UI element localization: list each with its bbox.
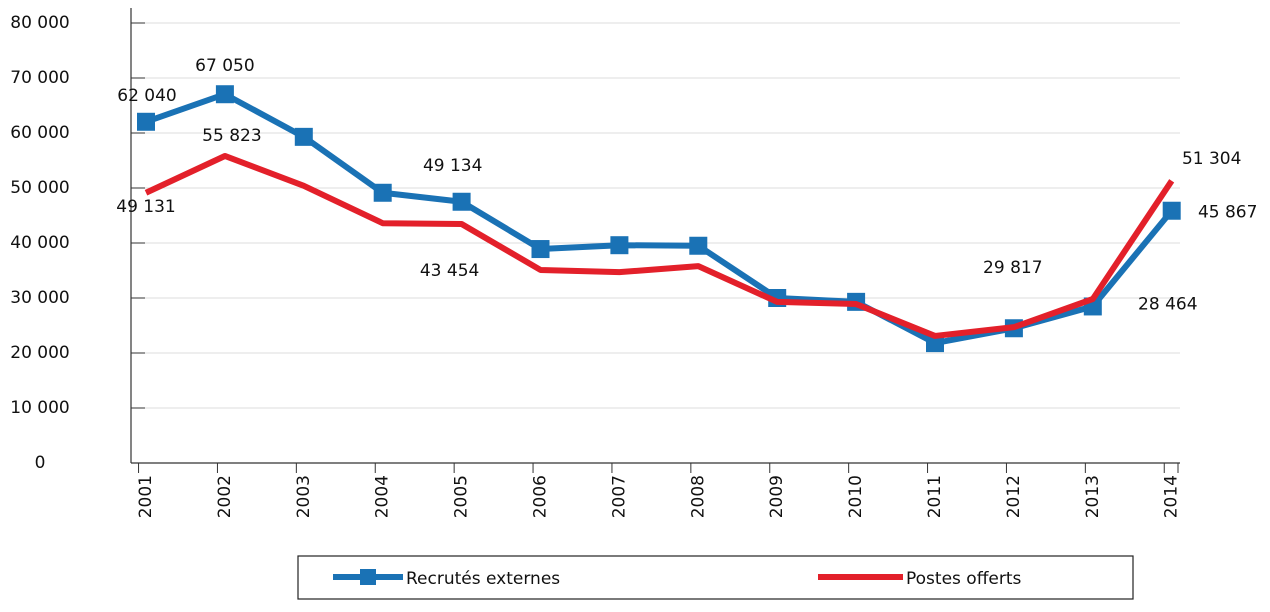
x-tick-label: 2001 [136, 475, 156, 518]
y-tick-label: 80 000 [10, 13, 69, 33]
line-1 [144, 152, 1175, 339]
y-tick-label: 10 000 [10, 398, 69, 418]
x-tick-label: 2014 [1162, 475, 1182, 518]
data-label: 29 817 [983, 258, 1042, 278]
data-label: 62 040 [117, 86, 176, 106]
data-label: 67 050 [195, 56, 254, 76]
marker [373, 183, 392, 202]
y-tick-label: 60 000 [10, 123, 69, 143]
x-tick-label: 2013 [1083, 475, 1103, 518]
x-tick-label: 2011 [925, 475, 945, 518]
data-label: 55 823 [202, 126, 261, 146]
data-label: 51 304 [1182, 149, 1241, 169]
y-tick-label: 40 000 [10, 233, 69, 253]
marker [610, 236, 629, 255]
data-label: 49 134 [423, 156, 482, 176]
x-tick-label: 2003 [294, 475, 314, 518]
legend-box [297, 555, 1134, 600]
data-label: 49 131 [116, 197, 175, 217]
x-tick-label: 2007 [609, 475, 629, 518]
marker [689, 236, 708, 255]
marker [215, 85, 234, 104]
x-tick-label: 2005 [452, 475, 472, 518]
marker [1162, 201, 1181, 220]
x-tick-label: 2012 [1004, 475, 1024, 518]
legend-label: Recrutés externes [406, 569, 560, 589]
x-tick-label: 2002 [215, 475, 235, 518]
marker [531, 240, 550, 259]
marker [294, 127, 313, 146]
marker [137, 112, 155, 131]
marker [926, 334, 944, 353]
legend-label: Postes offerts [906, 569, 1022, 589]
y-tick-label: 50 000 [10, 178, 69, 198]
x-tick-label: 2004 [373, 475, 393, 518]
data-label: 45 867 [1198, 203, 1257, 223]
x-tick-label: 2006 [531, 475, 551, 518]
marker [452, 192, 471, 211]
x-tick-label: 2008 [688, 475, 708, 518]
y-tick-label: 70 000 [10, 68, 69, 88]
x-tick-label: 2010 [846, 475, 866, 518]
y-tick-label: 30 000 [10, 288, 69, 308]
y-tick-label: 20 000 [10, 343, 69, 363]
x-tick-label: 2009 [767, 475, 787, 518]
data-label: 43 454 [420, 261, 479, 281]
data-label: 28 464 [1138, 294, 1197, 314]
legend-marker [360, 569, 376, 585]
y-tick-label: 0 [35, 453, 46, 473]
